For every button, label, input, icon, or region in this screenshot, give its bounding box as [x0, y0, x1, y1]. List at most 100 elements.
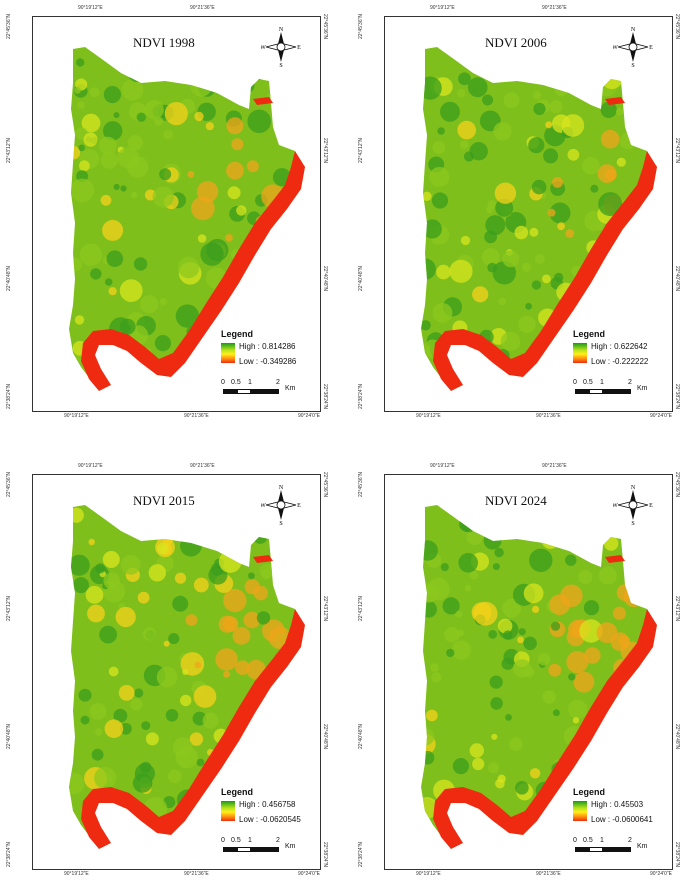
map-frame: NDVI 1998 N S E W Legend High : 0.814286… — [32, 16, 321, 412]
scale-segment — [589, 389, 603, 394]
scale-segment — [603, 389, 631, 394]
map-frame: NDVI 2006 N S E W Legend High : 0.622642… — [384, 16, 673, 412]
scale-segment — [237, 389, 251, 394]
river-segment — [605, 555, 625, 563]
ndvi-map — [69, 505, 305, 849]
river — [433, 609, 657, 849]
coord-label-bottom: 90°24'0"E — [650, 413, 672, 419]
coord-label-bottom: 90°19'12"E — [416, 871, 441, 877]
scale-unit: Km — [637, 843, 648, 850]
compass-west-label: W — [261, 503, 266, 509]
legend-title: Legend — [573, 329, 606, 339]
scale-label: 1 — [248, 837, 252, 844]
coord-label-top: 90°19'12"E — [430, 5, 455, 11]
scale-label: 1 — [600, 379, 604, 386]
legend-title: Legend — [221, 787, 254, 797]
coord-label-bottom: 90°21'36"E — [184, 871, 209, 877]
map-title: NDVI 2015 — [133, 493, 195, 508]
north-arrow-icon: N S E W — [613, 27, 653, 67]
legend: Legend High : 0.456758 Low : -0.0620545 — [221, 787, 317, 833]
legend: Legend High : 0.622642 Low : -0.222222 — [573, 329, 669, 375]
coord-label-right: 22°38'24"N — [674, 842, 680, 868]
coord-label-right: 22°43'12"N — [674, 138, 680, 164]
coord-label-right: 22°43'12"N — [322, 596, 328, 622]
legend: Legend High : 0.814286 Low : -0.349286 — [221, 329, 317, 375]
coord-label-right: 22°45'36"N — [322, 472, 328, 498]
legend-low-value: Low : -0.222222 — [591, 357, 649, 366]
legend-title: Legend — [221, 329, 254, 339]
scale-label: 0.5 — [583, 837, 593, 844]
scale-segment — [589, 847, 603, 852]
coord-label-left: 22°38'24"N — [6, 842, 12, 868]
coord-label-left: 22°45'36"N — [358, 472, 364, 498]
scale-unit: Km — [637, 385, 648, 392]
coord-label-bottom: 90°19'12"E — [64, 413, 89, 419]
scale-segment — [575, 847, 589, 852]
scale-bar: 0 0.5 1 2 Km — [221, 837, 320, 857]
map-frame: NDVI 2024 N S E W Legend High : 0.45503 … — [384, 474, 673, 870]
coord-label-right: 22°40'48"N — [674, 724, 680, 750]
scale-label: 0.5 — [231, 379, 241, 386]
scale-label: 0 — [573, 837, 577, 844]
coord-label-right: 22°38'24"N — [322, 384, 328, 410]
coord-label-bottom: 90°19'12"E — [64, 871, 89, 877]
north-arrow-icon: N S E W — [261, 27, 301, 67]
coord-label-left: 22°40'48"N — [358, 724, 364, 750]
scale-label: 0.5 — [583, 379, 593, 386]
compass-west-label: W — [613, 45, 618, 51]
compass-south-label: S — [631, 63, 634, 67]
compass-west-label: W — [261, 45, 266, 51]
scale-segment — [223, 847, 237, 852]
scale-label: 0 — [221, 837, 225, 844]
compass-east-label: E — [297, 503, 301, 509]
coord-label-left: 22°43'12"N — [358, 138, 364, 164]
compass-south-label: S — [279, 63, 282, 67]
compass-south-label: S — [631, 521, 634, 525]
scale-label: 2 — [276, 837, 280, 844]
legend-color-ramp — [573, 343, 587, 363]
ndvi-map — [69, 47, 305, 391]
scale-label: 2 — [628, 379, 632, 386]
coord-label-top: 90°21'36"E — [190, 463, 215, 469]
coord-label-left: 22°45'36"N — [358, 14, 364, 40]
coord-label-bottom: 90°21'36"E — [184, 413, 209, 419]
north-arrow-icon: N S E W — [261, 485, 301, 525]
legend-high-value: High : 0.814286 — [239, 342, 296, 351]
scale-label: 0.5 — [231, 837, 241, 844]
scale-segment — [603, 847, 631, 852]
coord-label-left: 22°43'12"N — [358, 596, 364, 622]
coord-label-right: 22°43'12"N — [674, 596, 680, 622]
river — [81, 151, 305, 391]
coord-label-left: 22°40'48"N — [358, 266, 364, 292]
coord-label-left: 22°40'48"N — [6, 724, 12, 750]
legend-high-value: High : 0.45503 — [591, 800, 644, 809]
compass-north-label: N — [631, 485, 636, 491]
scale-segment — [575, 389, 589, 394]
coord-label-left: 22°45'36"N — [6, 14, 12, 40]
coord-label-left: 22°38'24"N — [358, 384, 364, 410]
legend: Legend High : 0.45503 Low : -0.0600641 — [573, 787, 669, 833]
scale-segment — [223, 389, 237, 394]
coord-label-left: 22°43'12"N — [6, 596, 12, 622]
ndvi-map-panel: 90°19'12"E 90°21'36"E 90°19'12"E 90°21'3… — [356, 462, 682, 882]
scale-label: 0 — [221, 379, 225, 386]
coord-label-right: 22°45'36"N — [674, 14, 680, 40]
compass-south-label: S — [279, 521, 282, 525]
legend-color-ramp — [573, 801, 587, 821]
river — [81, 609, 305, 849]
map-frame: NDVI 2015 N S E W Legend High : 0.456758… — [32, 474, 321, 870]
coord-label-left: 22°45'36"N — [6, 472, 12, 498]
scale-label: 2 — [628, 837, 632, 844]
scale-segment — [237, 847, 251, 852]
scale-bar: 0 0.5 1 2 Km — [221, 379, 320, 399]
legend-low-value: Low : -0.0600641 — [591, 815, 653, 824]
coord-label-right: 22°45'36"N — [674, 472, 680, 498]
coord-label-bottom: 90°21'36"E — [536, 871, 561, 877]
river-segment — [605, 97, 625, 105]
compass-west-label: W — [613, 503, 618, 509]
scale-label: 1 — [248, 379, 252, 386]
scale-label: 1 — [600, 837, 604, 844]
north-arrow-icon: N S E W — [613, 485, 653, 525]
compass-north-label: N — [631, 27, 636, 33]
ndvi-map-panel: 90°19'12"E 90°21'36"E 90°19'12"E 90°21'3… — [4, 4, 330, 424]
